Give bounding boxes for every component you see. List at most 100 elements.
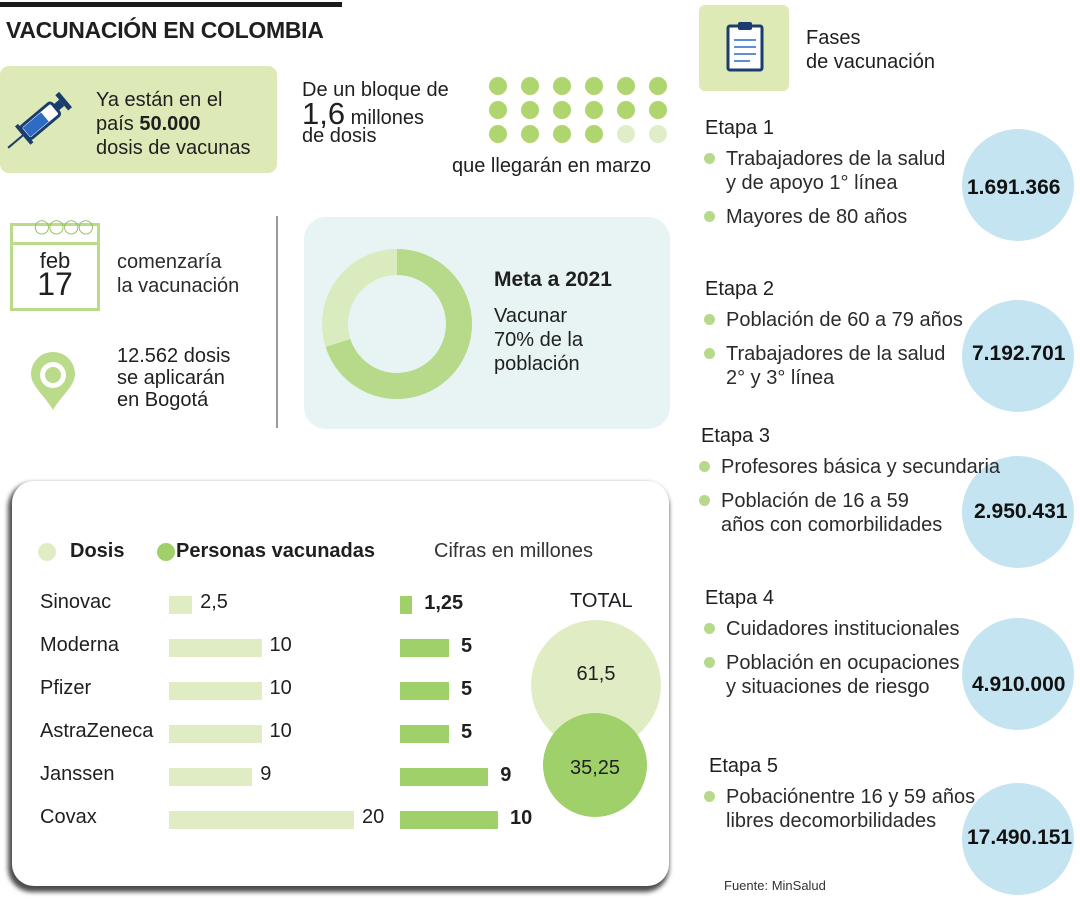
dose-dot xyxy=(617,77,635,95)
etapa-item: Trabajadores de la salud y de apoyo 1° lí… xyxy=(704,147,945,195)
personas-bar xyxy=(400,768,489,786)
arrival-line-2: país 50.000 xyxy=(96,112,251,136)
etapa-title: Etapa 2 xyxy=(705,278,774,300)
dose-dot xyxy=(617,101,635,119)
legend-personas-swatch xyxy=(157,543,175,561)
etapa-title: Etapa 5 xyxy=(709,755,778,777)
dose-dot xyxy=(649,77,667,95)
personas-value-label: 5 xyxy=(461,635,473,657)
goal-card xyxy=(304,217,670,429)
block-amount-line: 1,6 millones xyxy=(302,98,449,130)
dosis-bar xyxy=(169,682,262,700)
etapa-item-line: Población en ocupaciones xyxy=(726,652,960,674)
dose-dot xyxy=(585,77,603,95)
calendar-text-1: comenzaría xyxy=(117,251,222,273)
dosis-value-label: 9 xyxy=(260,763,272,785)
etapa-item-line: Población de 60 a 79 años xyxy=(726,309,963,331)
dose-dot xyxy=(585,125,603,143)
block-text: De un bloque de 1,6 millones de dosis xyxy=(302,78,449,148)
calendar-header xyxy=(10,223,100,245)
dose-dot xyxy=(489,125,507,143)
goal-text: Vacunar 70% de la población xyxy=(494,304,583,376)
etapa-item: Población de 16 a 59 años con comorbilida… xyxy=(699,489,942,537)
arrival-line-1: Ya están en el xyxy=(96,89,223,111)
etapa-item-line: Cuidadores institucionales xyxy=(726,618,960,640)
bogota-line-2: se aplicarán xyxy=(117,367,225,389)
goal-line-2: 70% de la xyxy=(494,329,583,351)
dose-dot xyxy=(553,101,571,119)
etapa-item: Población en ocupaciones y situaciones de… xyxy=(704,651,960,699)
phases-title: Fases de vacunación xyxy=(806,26,935,74)
goal-donut-arc xyxy=(322,249,472,399)
etapa-item-line: Mayores de 80 años xyxy=(726,206,908,228)
arrival-line-2-prefix: país xyxy=(96,113,140,135)
dose-dot xyxy=(649,101,667,119)
dosis-value-label: 2,5 xyxy=(200,591,228,613)
etapa-total: 4.910.000 xyxy=(972,673,1066,696)
legend-dosis-label: Dosis xyxy=(70,540,125,562)
block-prefix: De un bloque de xyxy=(302,79,449,101)
dose-dot xyxy=(553,125,571,143)
goal-line-3: población xyxy=(494,353,580,375)
phases-title-1: Fases xyxy=(806,27,861,49)
dose-dot xyxy=(521,77,539,95)
personas-bar xyxy=(400,596,413,614)
etapa-item-line: Trabajadores de la salud xyxy=(726,148,946,170)
dosis-value-label: 10 xyxy=(269,720,292,742)
dosis-bar xyxy=(169,768,253,786)
dose-dot xyxy=(649,125,667,143)
personas-value-label: 1,25 xyxy=(424,592,464,614)
personas-value-label: 5 xyxy=(461,721,473,743)
goal-line-1: Vacunar xyxy=(494,305,568,327)
etapa-item-line: y de apoyo 1° línea xyxy=(726,172,898,194)
dosis-bar xyxy=(169,811,354,829)
etapa-item-line: Profesores básica y secundaria xyxy=(721,456,1001,478)
etapa-item: Mayores de 80 años xyxy=(704,205,907,229)
personas-value-label: 5 xyxy=(461,678,473,700)
dose-dot xyxy=(585,101,603,119)
goal-title: Meta a 2021 xyxy=(494,268,612,291)
etapa-item: Población de 60 a 79 años xyxy=(704,308,963,332)
calendar-text: comenzaría la vacunación xyxy=(117,250,239,298)
location-pin-icon xyxy=(31,352,75,410)
etapa-item-line: y situaciones de riesgo xyxy=(726,676,930,698)
brand-label: Moderna xyxy=(40,634,119,656)
legend-personas-label: Personas vacunadas xyxy=(176,540,375,562)
source-note: Fuente: MinSalud xyxy=(724,878,826,893)
personas-bar xyxy=(400,639,449,657)
personas-bar xyxy=(400,682,449,700)
etapa-item: Pobaciónentre 16 y 59 años libres decomor… xyxy=(704,785,975,833)
calendar-month: feb xyxy=(39,248,71,273)
etapa-item-line: Población de 16 a 59 xyxy=(721,490,909,512)
etapa-title: Etapa 1 xyxy=(705,117,774,139)
personas-bar xyxy=(400,725,449,743)
arrival-doses-count: 50.000 xyxy=(139,113,201,135)
brand-label: Covax xyxy=(40,806,97,828)
etapa-total: 2.950.431 xyxy=(974,500,1068,523)
calendar-rings-icon: ◯◯◯◯ xyxy=(34,218,94,234)
bogota-line-3: en Bogotá xyxy=(117,389,209,411)
etapa-item: Profesores básica y secundaria xyxy=(699,455,1000,479)
dose-dot xyxy=(553,77,571,95)
clipboard-icon xyxy=(726,22,764,72)
phases-title-2: de vacunación xyxy=(806,51,935,73)
etapa-item-line: años con comorbilidades xyxy=(721,514,943,536)
title-rule xyxy=(0,2,342,7)
brand-label: Sinovac xyxy=(40,591,112,613)
dosis-bar xyxy=(169,596,193,614)
arrival-line-3: dosis de vacunas xyxy=(96,137,251,159)
brand-label: AstraZeneca xyxy=(40,720,154,742)
dosis-bar xyxy=(169,639,262,657)
personas-value-label: 10 xyxy=(510,807,533,829)
etapa-bubble xyxy=(962,783,1074,895)
total-personas-circle xyxy=(543,713,647,817)
personas-bar xyxy=(400,811,498,829)
etapa-bubble xyxy=(962,456,1074,568)
etapa-item-line: Trabajadores de la salud xyxy=(726,343,946,365)
dosis-bar xyxy=(169,725,262,743)
etapa-item-line: Pobaciónentre 16 y 59 años xyxy=(726,786,976,808)
block-suffix: de dosis xyxy=(302,125,377,147)
etapa-total: 7.192.701 xyxy=(972,342,1066,365)
total-label: TOTAL xyxy=(570,590,633,612)
dosis-value-label: 10 xyxy=(269,634,292,656)
